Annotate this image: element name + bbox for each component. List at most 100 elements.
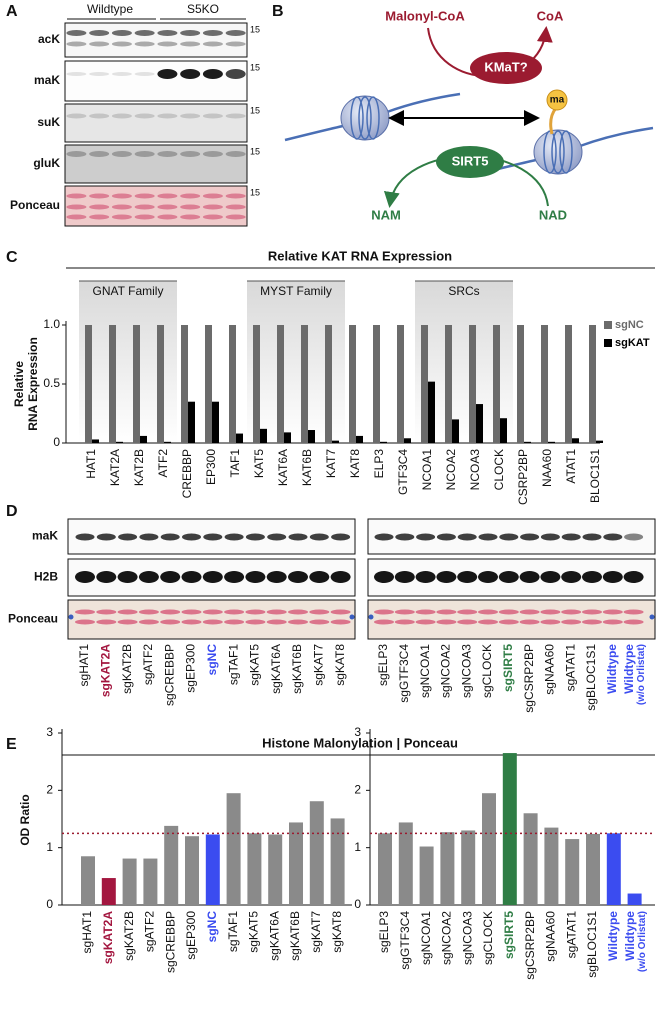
bar: [548, 441, 555, 443]
band: [561, 609, 582, 615]
blot-marker: [649, 614, 655, 620]
x-tick-label: NCOA2: [444, 449, 458, 491]
x-tick-label: KAT5: [252, 449, 266, 478]
band: [89, 30, 110, 36]
bar: [482, 793, 496, 905]
band: [374, 619, 394, 625]
band: [415, 619, 436, 625]
band: [498, 571, 519, 583]
band: [117, 571, 138, 583]
band: [180, 69, 201, 79]
band: [96, 609, 117, 615]
reactant: Malonyl-CoA: [385, 8, 465, 23]
band: [436, 619, 457, 625]
band: [157, 113, 178, 119]
bar: [565, 839, 580, 905]
blot-marker: [368, 614, 374, 620]
size-marker: 15: [250, 24, 260, 34]
row-label: acK: [38, 32, 60, 46]
bar: [181, 325, 188, 443]
band: [331, 533, 351, 541]
band: [134, 204, 155, 210]
band: [202, 193, 223, 199]
band: [138, 619, 159, 625]
blot: [64, 144, 248, 184]
band: [75, 609, 95, 615]
x-tick-label: Wildtype: [606, 911, 620, 961]
x-tick-label: Wildtype: [605, 644, 619, 694]
dna: [386, 92, 461, 114]
band: [288, 609, 308, 615]
x-tick-label: KAT7: [324, 449, 338, 478]
bar: [289, 822, 303, 905]
band: [111, 204, 132, 210]
panel-label: E: [6, 736, 17, 753]
legend-swatch: [604, 339, 612, 347]
band: [75, 533, 95, 541]
x-tick-label: HAT1: [84, 449, 98, 479]
bar: [373, 325, 380, 443]
band: [394, 609, 415, 615]
x-tick-label: sgCLOCK: [481, 911, 495, 965]
enzyme-label: SIRT5: [452, 153, 489, 168]
chart-title: Relative KAT RNA Expression: [268, 248, 452, 263]
band: [181, 619, 202, 625]
x-tick-label: sgSIRT5: [502, 911, 516, 959]
product: NAM: [371, 207, 401, 222]
bar: [229, 325, 236, 443]
row-label: maK: [32, 529, 58, 543]
bar: [572, 438, 579, 443]
bar: [260, 428, 267, 443]
band: [330, 571, 351, 583]
band: [180, 193, 201, 199]
x-tick-label: BLOC1S1: [588, 449, 602, 503]
bar: [517, 325, 524, 443]
bar: [404, 438, 411, 443]
bar: [523, 813, 538, 905]
band: [134, 214, 155, 220]
mod-circle: [546, 89, 568, 111]
band: [157, 151, 178, 157]
band: [436, 609, 457, 615]
band: [225, 113, 246, 119]
x-tick-label: sgELP3: [377, 911, 391, 953]
band: [309, 619, 330, 625]
band: [623, 609, 644, 615]
band: [288, 533, 308, 541]
bar: [380, 441, 387, 443]
band: [181, 571, 202, 583]
band: [111, 214, 132, 220]
mod-label: ma: [550, 95, 565, 106]
band: [117, 609, 138, 615]
x-tick-label: sgNCOA3: [460, 911, 474, 965]
band: [202, 204, 223, 210]
legend-swatch: [604, 321, 612, 329]
band: [202, 214, 223, 220]
bar: [253, 325, 260, 443]
band: [225, 69, 246, 79]
band: [436, 571, 457, 583]
band: [157, 214, 178, 220]
band: [394, 619, 415, 625]
band: [309, 609, 330, 615]
band: [225, 41, 246, 47]
band: [89, 204, 110, 210]
x-tick-label: sgGTF3C4: [397, 644, 411, 703]
band: [623, 619, 644, 625]
band: [225, 204, 246, 210]
bar: [309, 801, 324, 905]
x-tick-label: sgNCOA1: [419, 911, 433, 965]
band: [245, 571, 266, 583]
blot: [64, 60, 248, 102]
x-tick-label: sgKAT2B: [122, 911, 136, 961]
bar: [92, 439, 99, 443]
x-tick-label: sgKAT5: [247, 911, 261, 953]
x-tick-label: KAT6A: [276, 449, 290, 486]
x-tick-label: NCOA1: [420, 449, 434, 491]
bar: [421, 325, 428, 443]
bar: [419, 846, 434, 905]
x-tick-label: GTF3C4: [396, 449, 410, 495]
dna-wrap: [358, 96, 372, 140]
x-tick-label: sgATAT1: [563, 644, 577, 692]
